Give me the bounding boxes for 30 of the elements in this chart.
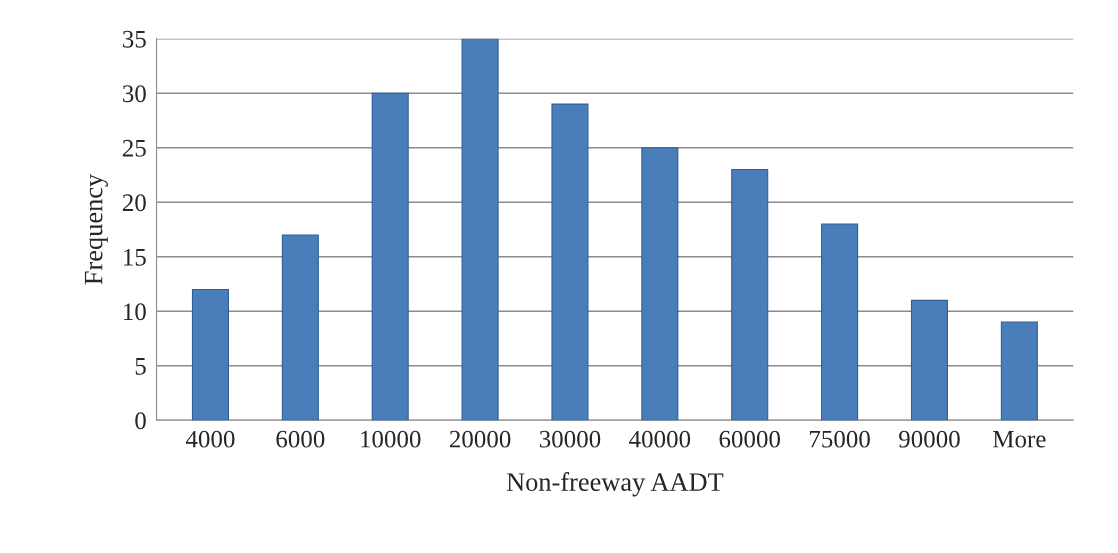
bar <box>371 92 409 421</box>
bar <box>731 168 769 421</box>
y-tick-label: 15 <box>124 248 146 266</box>
y-tick-label: 25 <box>122 139 146 157</box>
x-tick-label: More <box>993 430 1046 448</box>
y-tick-label: 35 <box>122 30 146 48</box>
bar <box>1000 321 1038 421</box>
bar <box>281 234 319 421</box>
bar <box>191 288 229 421</box>
y-tick-label: 20 <box>122 194 146 212</box>
x-tick-label: 60000 <box>719 430 781 448</box>
x-axis-title: Non-freeway AADT <box>506 472 724 497</box>
x-tick-label: 75000 <box>809 430 870 448</box>
x-tick-label: 20000 <box>449 430 511 448</box>
bar <box>461 38 499 421</box>
y-tick-label: 10 <box>124 303 146 321</box>
bar <box>910 299 949 421</box>
x-tick-label: 90000 <box>899 430 960 448</box>
x-tick-label: 40000 <box>629 430 691 448</box>
y-tick-label: 5 <box>135 358 146 375</box>
y-tick-label: 0 <box>135 412 146 430</box>
y-tick-label: 30 <box>122 85 146 103</box>
x-tick-label: 30000 <box>539 430 601 448</box>
x-tick-label: 10000 <box>361 430 421 448</box>
x-tick-label: 6000 <box>276 430 325 448</box>
x-tick-label: 4000 <box>185 430 235 448</box>
bar <box>551 103 589 421</box>
y-axis-title: Frequency <box>84 173 108 285</box>
bar <box>821 223 859 421</box>
bar <box>641 147 679 421</box>
